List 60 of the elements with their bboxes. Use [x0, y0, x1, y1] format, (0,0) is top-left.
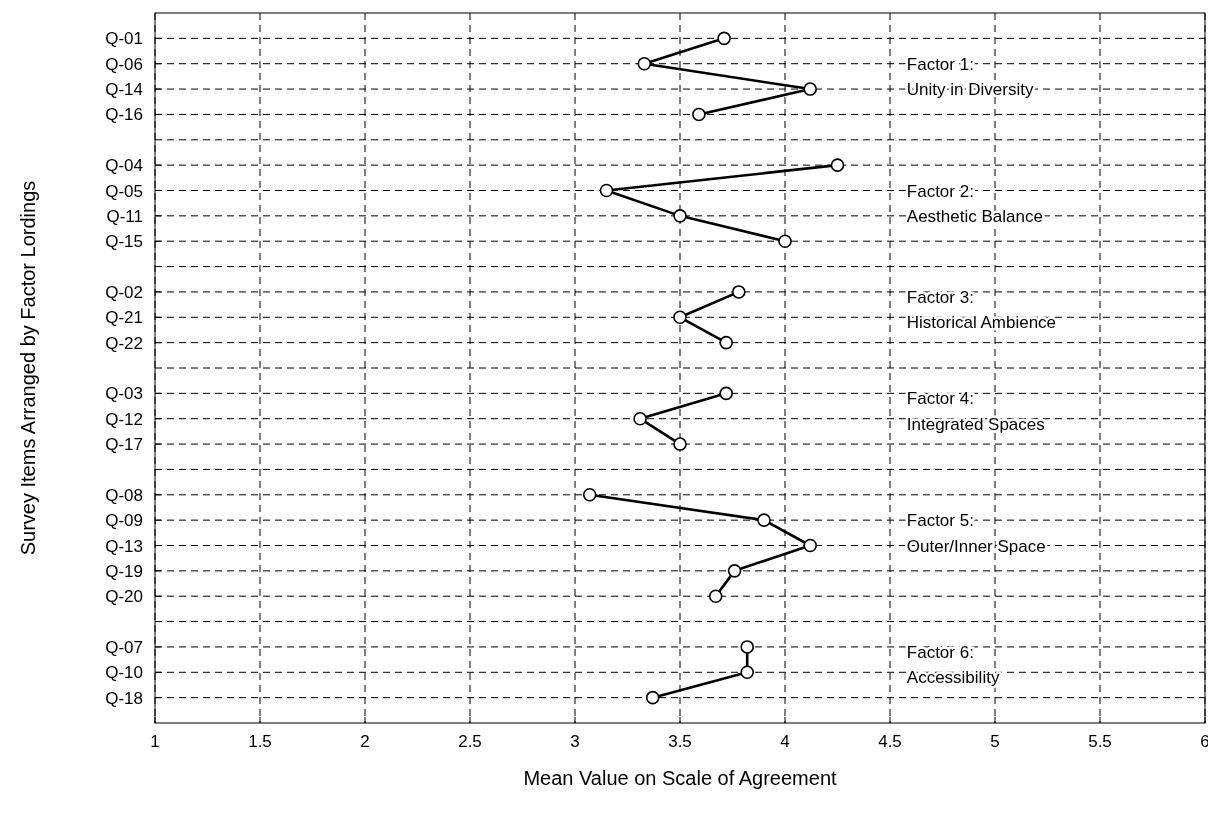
y-tick-label: Q-03 — [105, 384, 143, 404]
y-tick-label: Q-10 — [105, 663, 143, 683]
y-tick-label: Q-02 — [105, 282, 143, 302]
point — [740, 665, 754, 680]
annotation: Factor 4: Integrated Spaces — [906, 389, 1045, 434]
y-tick-label: Q-01 — [105, 29, 143, 49]
point — [803, 82, 817, 96]
y-tick-label: Q-04 — [105, 156, 143, 176]
point — [719, 386, 733, 401]
y-tick-label: Q-21 — [105, 308, 143, 328]
point — [732, 285, 746, 299]
x-tick-label: 3 — [570, 732, 580, 751]
point — [740, 640, 754, 654]
point — [673, 437, 687, 451]
point — [719, 335, 733, 350]
y-tick-label: Q-06 — [105, 54, 143, 74]
point — [599, 183, 614, 198]
point — [692, 107, 706, 122]
point — [830, 158, 845, 172]
x-tick-label: 2 — [360, 732, 370, 751]
x-tick-label: 2.5 — [458, 732, 482, 751]
x-tick-label: 5 — [990, 732, 1000, 751]
annotation: Factor 1: Unity in Diversity — [906, 54, 1034, 100]
y-tick-label: Q-15 — [105, 232, 143, 252]
y-tick-label: Q-20 — [105, 587, 143, 607]
x-tick-label: 3.5 — [668, 732, 692, 751]
point — [803, 538, 817, 553]
y-tick-label: Q-16 — [105, 105, 143, 125]
point — [708, 589, 723, 604]
point — [633, 411, 647, 426]
annotation: Factor 3: Historical Ambience — [906, 288, 1057, 333]
y-tick-label: Q-12 — [105, 409, 143, 429]
y-tick-label: Q-19 — [105, 561, 143, 581]
point — [727, 564, 742, 578]
y-tick-label: Q-05 — [105, 181, 143, 201]
x-tick-label: 4 — [780, 732, 790, 751]
x-tick-label: 1.5 — [248, 732, 272, 751]
point — [637, 56, 652, 71]
y-tick-label: Q-17 — [105, 435, 143, 455]
y-axis-title: Survey Items Arranged by Factor Lordings — [17, 180, 39, 556]
point — [757, 513, 771, 527]
x-tick-label: 1 — [150, 732, 160, 751]
y-tick-label: Q-14 — [105, 80, 143, 100]
point — [673, 310, 687, 325]
x-tick-label: 5.5 — [1088, 732, 1112, 751]
y-tick-label: Q-07 — [105, 637, 143, 657]
y-tick-label: Q-09 — [105, 511, 143, 531]
point — [717, 31, 731, 46]
point — [673, 209, 687, 223]
y-tick-label: Q-22 — [105, 333, 143, 353]
annotation: Factor 6: Accessibility — [906, 643, 1000, 688]
x-tick-label: 4.5 — [878, 732, 902, 751]
y-tick-label: Q-08 — [105, 485, 143, 505]
point — [582, 487, 597, 502]
x-axis-title: Mean Value on Scale of Agreement — [523, 767, 838, 789]
y-tick-label: Q-11 — [106, 206, 143, 226]
point — [778, 234, 792, 249]
y-tick-label: Q-13 — [105, 536, 143, 556]
y-tick-label: Q-18 — [105, 688, 143, 708]
point — [645, 690, 660, 705]
